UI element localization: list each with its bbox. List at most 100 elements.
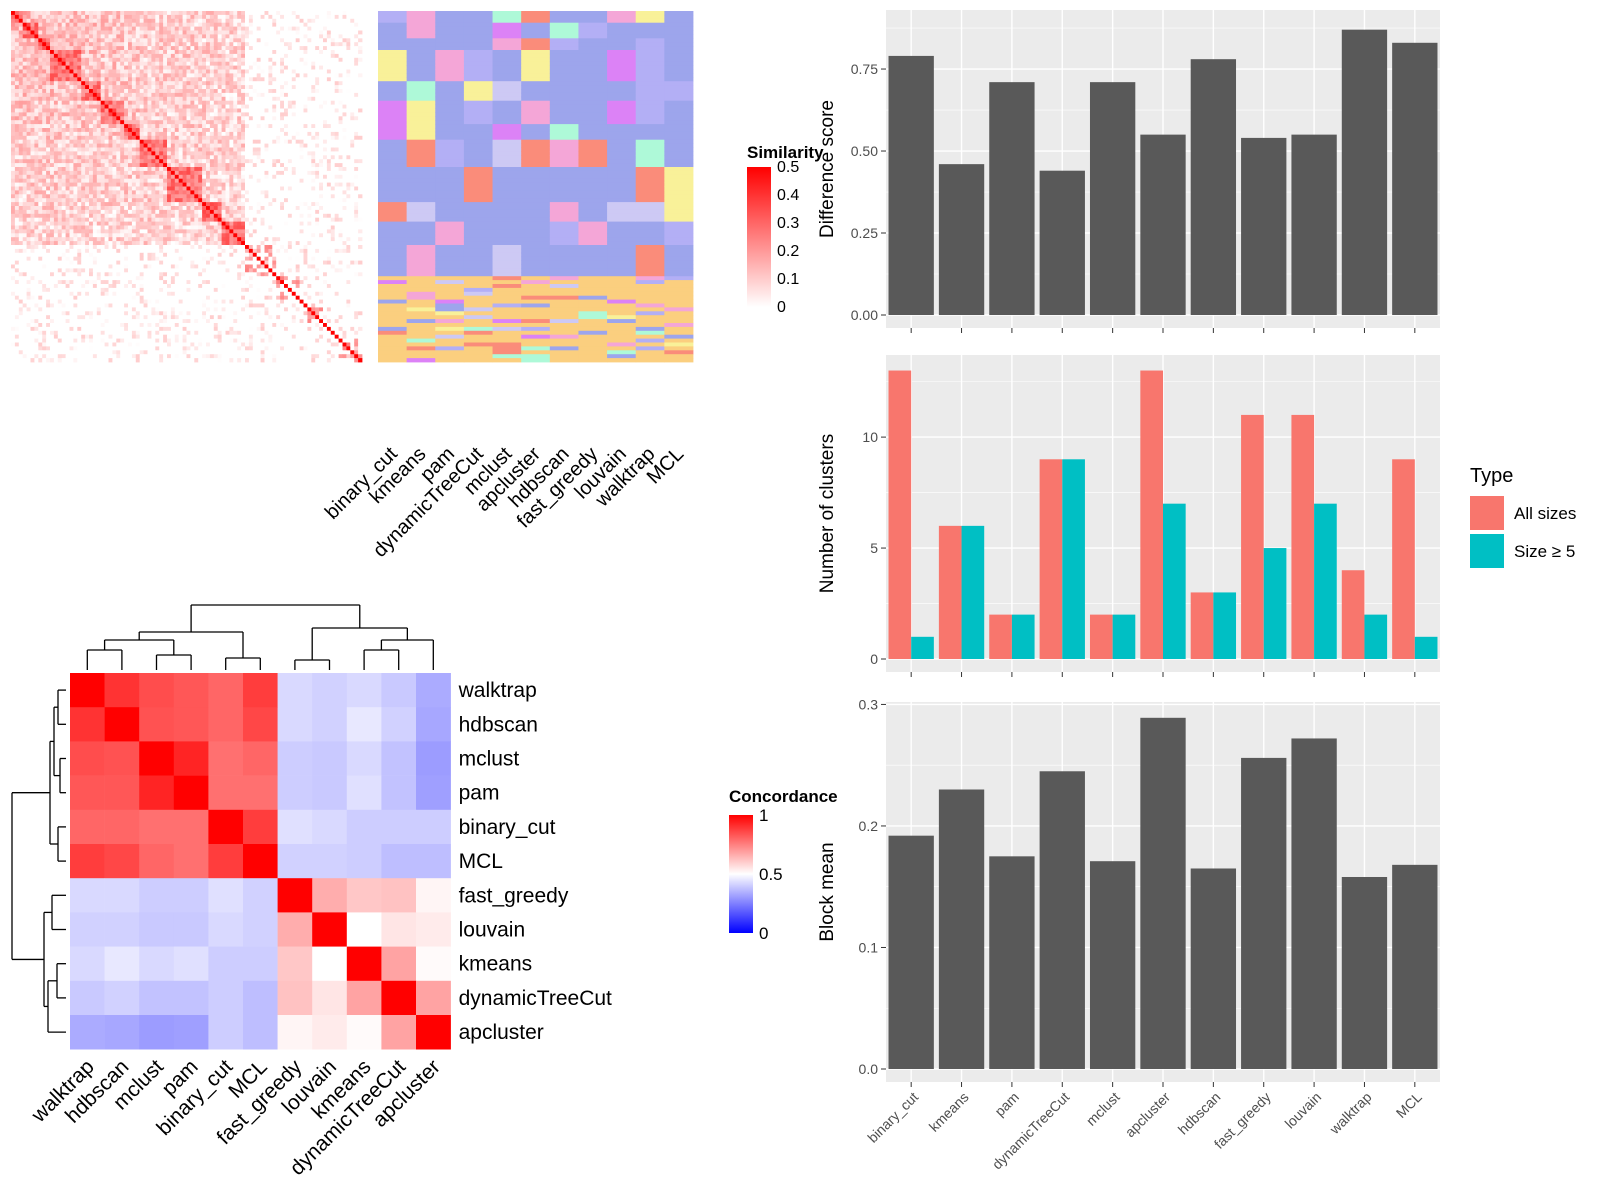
- similarity-cell: [50, 186, 55, 191]
- similarity-cell: [248, 69, 254, 74]
- similarity-cell: [237, 139, 242, 144]
- similarity-cell: [276, 73, 281, 78]
- similarity-cell: [272, 96, 277, 102]
- similarity-cell: [53, 81, 59, 86]
- similarity-cell: [104, 248, 109, 254]
- similarity-cell: [81, 229, 86, 234]
- similarity-cell: [77, 194, 82, 199]
- similarity-cell: [22, 104, 27, 109]
- similarity-cell: [264, 73, 269, 78]
- similarity-cell: [61, 252, 66, 258]
- similarity-cell: [159, 213, 164, 219]
- similarity-cell: [147, 190, 152, 195]
- similarity-cell: [85, 100, 90, 105]
- similarity-cell: [22, 206, 27, 211]
- similarity-cell: [26, 22, 31, 27]
- similarity-cell: [116, 85, 121, 90]
- similarity-cell: [131, 116, 137, 121]
- similarity-cell: [77, 248, 82, 254]
- similarity-cell: [46, 81, 51, 86]
- similarity-cell: [268, 276, 273, 281]
- similarity-cell: [57, 85, 63, 90]
- similarity-cell: [182, 174, 187, 180]
- similarity-cell: [233, 170, 238, 176]
- similarity-cell: [53, 248, 59, 254]
- similarity-cell: [46, 73, 51, 78]
- similarity-cell: [112, 182, 117, 187]
- similarity-cell: [163, 167, 168, 172]
- similarity-cell: [241, 69, 246, 74]
- similarity-cell: [174, 260, 180, 265]
- similarity-cell: [42, 268, 47, 273]
- similarity-cell: [26, 81, 31, 86]
- similarity-cell: [225, 170, 230, 176]
- similarity-cell: [237, 53, 242, 59]
- similarity-cell: [38, 30, 43, 35]
- similarity-cell: [135, 159, 141, 164]
- similarity-cell: [89, 178, 94, 183]
- similarity-cell: [14, 128, 20, 133]
- similarity-cell: [170, 151, 176, 156]
- similarity-cell: [11, 38, 16, 43]
- similarity-cell: [96, 69, 102, 74]
- similarity-cell: [92, 163, 98, 168]
- similarity-cell: [280, 11, 285, 16]
- similarity-cell: [50, 190, 55, 195]
- similarity-cell: [213, 57, 219, 63]
- similarity-cell: [50, 209, 55, 215]
- similarity-cell: [159, 57, 164, 63]
- similarity-cell: [100, 100, 105, 105]
- similarity-cell: [225, 135, 230, 141]
- similarity-cell: [155, 155, 160, 160]
- similarity-cell: [178, 139, 183, 144]
- similarity-cell: [22, 163, 27, 168]
- similarity-cell: [202, 170, 207, 176]
- similarity-cell: [46, 139, 51, 144]
- similarity-cell: [38, 284, 43, 289]
- similarity-cell: [229, 65, 234, 70]
- similarity-cell: [163, 170, 168, 176]
- similarity-cell: [11, 100, 16, 105]
- similarity-cell: [104, 276, 109, 281]
- similarity-cell: [14, 11, 20, 16]
- similarity-cell: [128, 38, 133, 43]
- similarity-cell: [108, 143, 113, 148]
- similarity-cell: [22, 221, 27, 226]
- similarity-cell: [92, 143, 98, 148]
- similarity-cell: [268, 104, 273, 109]
- similarity-cell: [11, 42, 16, 47]
- similarity-cell: [112, 284, 117, 289]
- similarity-cell: [178, 194, 183, 199]
- similarity-cell: [241, 42, 246, 47]
- similarity-cell: [14, 284, 20, 289]
- similarity-cell: [42, 198, 47, 203]
- similarity-cell: [112, 53, 117, 59]
- similarity-cell: [268, 38, 273, 43]
- similarity-cell: [100, 190, 105, 195]
- similarity-cell: [167, 163, 172, 168]
- similarity-cell: [131, 53, 137, 59]
- similarity-cell: [112, 252, 117, 258]
- similarity-cell: [233, 22, 238, 27]
- similarity-cell: [190, 65, 195, 70]
- similarity-cell: [233, 237, 238, 242]
- similarity-cell: [139, 85, 144, 90]
- similarity-cell: [116, 38, 121, 43]
- similarity-cell: [124, 276, 129, 281]
- similarity-cell: [77, 233, 82, 238]
- similarity-cell: [241, 256, 246, 261]
- similarity-cell: [206, 163, 211, 168]
- similarity-cell: [22, 11, 27, 16]
- similarity-cell: [272, 264, 277, 269]
- similarity-cell: [14, 245, 20, 250]
- similarity-cell: [264, 22, 269, 27]
- similarity-cell: [53, 163, 59, 168]
- similarity-cell: [14, 131, 20, 137]
- similarity-cell: [61, 178, 66, 183]
- similarity-cell: [170, 245, 176, 250]
- similarity-cell: [194, 116, 199, 121]
- similarity-cell: [85, 178, 90, 183]
- similarity-cell: [116, 18, 121, 24]
- similarity-cell: [18, 147, 24, 152]
- similarity-cell: [221, 112, 226, 117]
